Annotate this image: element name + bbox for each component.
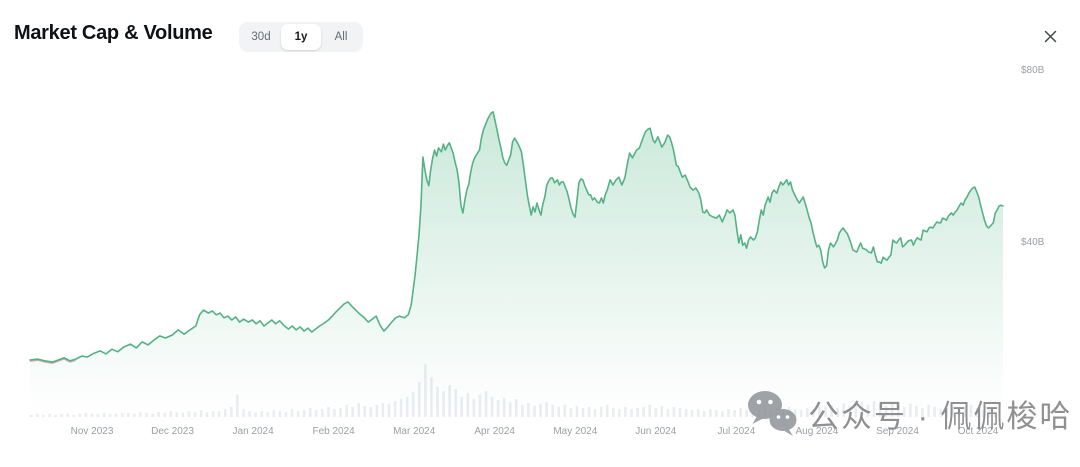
volume-bar <box>60 413 63 417</box>
x-axis-label: Nov 2023 <box>70 426 114 437</box>
x-axis-label: Feb 2024 <box>312 426 355 437</box>
y-axis-tick-40b: $40B <box>1021 237 1045 248</box>
x-axis-label: Jun 2024 <box>635 426 677 437</box>
volume-bar <box>96 413 100 417</box>
volume-bar <box>133 413 136 417</box>
x-axis-label: Jan 2024 <box>232 426 274 437</box>
volume-bar <box>108 413 112 417</box>
volume-bar <box>36 413 39 417</box>
time-range-segmented-control: 30d 1y All <box>239 22 363 52</box>
range-button-all[interactable]: All <box>321 24 361 50</box>
marketcap-line <box>29 111 1004 363</box>
x-axis-label: Apr 2024 <box>474 426 515 437</box>
close-icon <box>1043 29 1058 44</box>
volume-bar <box>114 413 118 417</box>
volume-bar <box>54 414 57 417</box>
volume-bar <box>48 413 51 417</box>
marketcap-area-fill <box>30 111 1003 416</box>
x-axis-label: Dec 2023 <box>151 426 194 437</box>
x-axis: Nov 2023 Dec 2023 Jan 2024 Feb 2024 Mar 2024… <box>0 426 1080 440</box>
x-axis-label: Oct 2024 <box>957 426 999 437</box>
range-button-30d[interactable]: 30d <box>241 24 281 50</box>
x-axis-label: Mar 2024 <box>393 426 436 437</box>
volume-bar <box>42 414 45 417</box>
x-axis-label: Jul 2024 <box>717 426 756 437</box>
x-axis-label: Sep 2024 <box>876 426 919 437</box>
x-axis-label: Aug 2024 <box>795 426 839 437</box>
close-button[interactable] <box>1040 26 1060 46</box>
volume-bar <box>30 414 33 417</box>
page-title: Market Cap & Volume <box>14 22 213 44</box>
volume-bar <box>90 413 94 417</box>
x-axis-label: May 2024 <box>553 426 598 437</box>
volume-bar <box>72 414 75 417</box>
range-button-1y[interactable]: 1y <box>281 24 321 50</box>
secondary-line-start <box>29 358 76 364</box>
volume-bar <box>78 413 82 417</box>
y-axis-tick-80b: $80B <box>1021 65 1045 76</box>
volume-bar <box>151 413 154 417</box>
volume-bar <box>66 413 69 417</box>
